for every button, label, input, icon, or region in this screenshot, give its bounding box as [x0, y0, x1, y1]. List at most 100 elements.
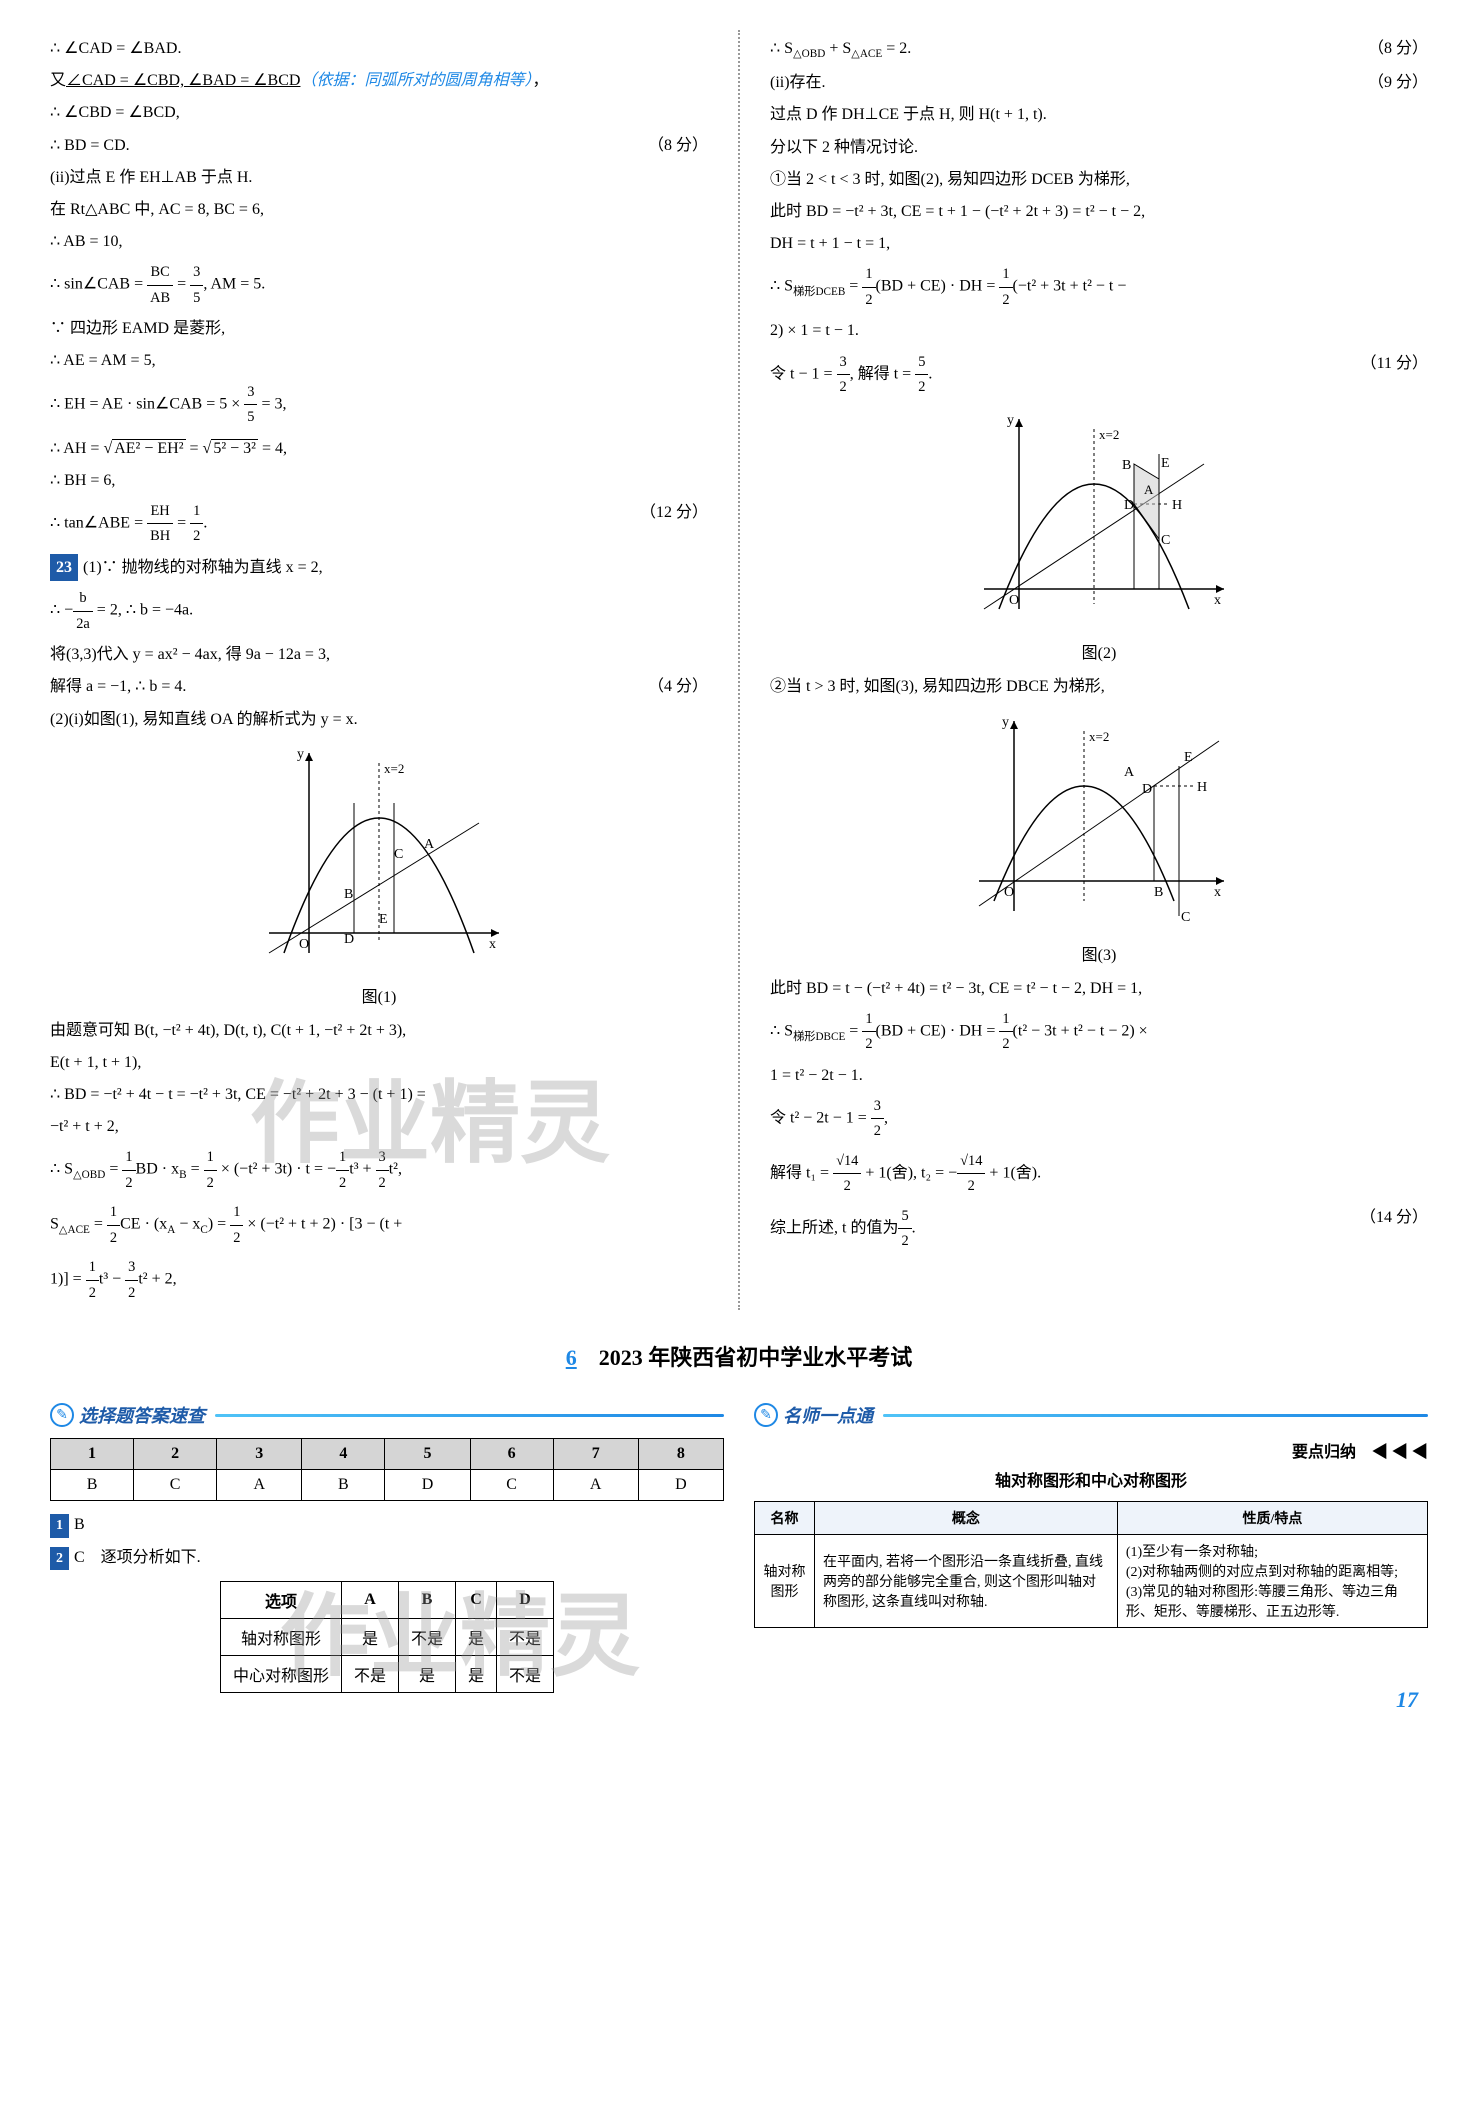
- table-header: 7: [553, 1439, 638, 1470]
- text: ∴ sin∠CAB =: [50, 276, 147, 293]
- text-line: ①当 2 < t < 3 时, 如图(2), 易知四边形 DCEB 为梯形,: [770, 166, 1428, 193]
- concept-table: 名称 概念 性质/特点 轴对称图形 在平面内, 若将一个图形沿一条直线折叠, 直…: [754, 1501, 1428, 1628]
- table-header: 性质/特点: [1117, 1502, 1427, 1535]
- text-line: (2)(i)如图(1), 易知直线 OA 的解析式为 y = x.: [50, 706, 708, 733]
- svg-text:H: H: [1172, 498, 1182, 513]
- subscript: 梯形DCEB: [793, 286, 845, 298]
- subheader-text: 要点归纳: [1292, 1444, 1356, 1461]
- text: .: [912, 1220, 916, 1237]
- text: 令 t² − 2t − 1 =: [770, 1110, 871, 1127]
- text-line: 令 t − 1 = 32, 解得 t = 52.（11 分）: [770, 350, 1428, 400]
- text-line: 令 t² − 2t − 1 = 32,: [770, 1094, 1428, 1144]
- svg-text:C: C: [1161, 533, 1170, 548]
- text: ∴ −: [50, 602, 73, 619]
- subscript: △OBD: [793, 48, 825, 60]
- text: t³ −: [99, 1271, 125, 1288]
- text-line: ∴ BD = −t² + 4t − t = −t² + 3t, CE = −t²…: [50, 1081, 708, 1108]
- section-title: 6 2023 年陕西省初中学业水平考试: [50, 1340, 1428, 1372]
- svg-text:E: E: [1161, 456, 1170, 471]
- table-row: 1 2 3 4 5 6 7 8: [51, 1439, 724, 1470]
- text-line: ∴ ∠CAD = ∠BAD.: [50, 35, 708, 62]
- text: =: [173, 276, 190, 293]
- fraction: BCAB: [147, 260, 173, 310]
- table-cell: 不是: [497, 1655, 554, 1692]
- text-line: (ii)存在.（9 分）: [770, 69, 1428, 96]
- answer-number: 1: [50, 1514, 69, 1538]
- text-line: ∴ BD = CD.（8 分）: [50, 132, 708, 159]
- text: ，: [532, 72, 548, 89]
- concept-title: 轴对称图形和中心对称图形: [754, 1467, 1428, 1491]
- text: ,: [884, 1110, 888, 1127]
- sub-header: 要点归纳 ◀ ◀ ◀: [754, 1438, 1428, 1462]
- fraction: 12: [336, 1145, 349, 1195]
- point-d: D: [344, 932, 354, 947]
- text: .: [203, 515, 207, 532]
- text: (ii)存在.: [770, 74, 826, 91]
- text: (BD + CE) · DH =: [876, 1023, 1000, 1040]
- panel-bar: [883, 1414, 1428, 1417]
- answer-text: C 逐项分析如下.: [74, 1549, 201, 1566]
- text-line: ∴ AH = √AE² − EH² = √5² − 3² = 4,: [50, 435, 708, 462]
- parabola-diagram-2: x y x=2 O B E D A H C: [964, 409, 1234, 629]
- sqrt: AE² − EH²: [112, 439, 185, 457]
- figure-1: x y x=2 O B C A D E 图(1): [50, 743, 708, 1007]
- svg-text:x: x: [1214, 885, 1221, 900]
- text-line: ∴ ∠CBD = ∠BCD,: [50, 99, 708, 126]
- table-header: 选项: [220, 1581, 341, 1618]
- fraction: 12: [204, 1145, 217, 1195]
- fraction: 32: [871, 1094, 884, 1144]
- table-cell: A: [553, 1470, 638, 1501]
- svg-text:D: D: [1142, 782, 1152, 797]
- text-line: ∴ S△OBD + S△ACE = 2.（8 分）: [770, 35, 1428, 64]
- text-line: 综上所述, t 的值为52.（14 分）: [770, 1204, 1428, 1254]
- answer-line: 2C 逐项分析如下.: [50, 1544, 724, 1571]
- text: ∴ tan∠ABE =: [50, 515, 147, 532]
- text: ∴ S: [50, 1161, 73, 1178]
- text-line: 过点 D 作 DH⊥CE 于点 H, 则 H(t + 1, t).: [770, 101, 1428, 128]
- section-title-text: 2023 年陕西省初中学业水平考试: [599, 1345, 913, 1370]
- figure-caption: 图(2): [770, 639, 1428, 663]
- figure-2: x y x=2 O B E D A H C 图(2): [770, 409, 1428, 663]
- page-number: 17: [1396, 1687, 1418, 1713]
- text: ∴ S: [770, 278, 793, 295]
- bottom-left-column: ✎ 选择题答案速查 1 2 3 4 5 6 7 8 B C A B D C: [50, 1392, 724, 1702]
- svg-text:A: A: [1144, 482, 1154, 497]
- table-cell: 是: [456, 1655, 497, 1692]
- fraction: b2a: [73, 586, 93, 636]
- table-row: 中心对称图形 不是 是 是 不是: [220, 1655, 553, 1692]
- svg-text:O: O: [1009, 593, 1019, 608]
- table-row: 选项 A B C D: [220, 1581, 553, 1618]
- table-cell: B: [302, 1470, 385, 1501]
- text-line: ∴ AB = 10,: [50, 228, 708, 255]
- text-line: 1 = t² − 2t − 1.: [770, 1062, 1428, 1089]
- panel-header-1: ✎ 选择题答案速查: [50, 1402, 724, 1428]
- text: 解得 t₁ =: [770, 1165, 833, 1182]
- text-line: 23(1)∵ 抛物线的对称轴为直线 x = 2,: [50, 554, 708, 581]
- subscript: B: [179, 1169, 186, 1181]
- table-cell: B: [51, 1470, 134, 1501]
- text-line: 此时 BD = −t² + 3t, CE = t + 1 − (−t² + 2t…: [770, 198, 1428, 225]
- text: , 解得 t =: [850, 365, 915, 382]
- svg-text:E: E: [1184, 750, 1193, 765]
- text-line: −t² + t + 2,: [50, 1113, 708, 1140]
- panel-icon: ✎: [50, 1403, 74, 1427]
- text-line: ∴ S△OBD = 12BD · xB = 12 × (−t² + 3t) · …: [50, 1145, 708, 1195]
- left-column: ∴ ∠CAD = ∠BAD. 又∠CAD = ∠CBD, ∠BAD = ∠BCD…: [50, 30, 708, 1310]
- table-header: 8: [638, 1439, 723, 1470]
- text: BD · x: [136, 1161, 180, 1178]
- svg-text:H: H: [1197, 780, 1207, 795]
- point-b: B: [344, 887, 353, 902]
- table-header: 1: [51, 1439, 134, 1470]
- text-line: ②当 t > 3 时, 如图(3), 易知四边形 DBCE 为梯形,: [770, 673, 1428, 700]
- text-line: (ii)过点 E 作 EH⊥AB 于点 H.: [50, 164, 708, 191]
- text: =: [845, 1023, 862, 1040]
- text: ∴ S: [770, 1023, 793, 1040]
- fraction: 35: [244, 380, 257, 430]
- text: + S: [825, 40, 851, 57]
- option-analysis-table: 选项 A B C D 轴对称图形 是 不是 是 不是 中心对称图形 不是 是 是…: [220, 1581, 554, 1693]
- subscript: C: [200, 1224, 207, 1236]
- table-header: D: [497, 1581, 554, 1618]
- axis-x-label: x: [489, 937, 496, 952]
- fraction: 32: [125, 1255, 138, 1305]
- table-cell: C: [470, 1470, 553, 1501]
